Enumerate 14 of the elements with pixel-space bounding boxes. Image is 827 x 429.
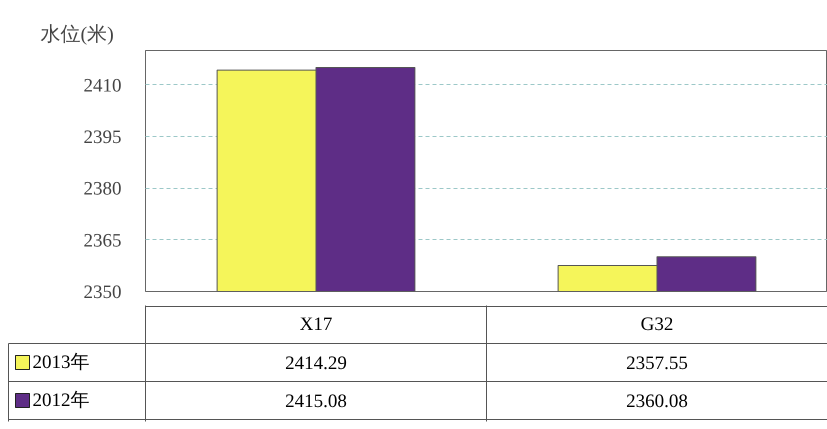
data-label: 2357.55 xyxy=(626,353,688,374)
y-tick-label: 2380 xyxy=(84,178,122,200)
data-label: 2360.08 xyxy=(626,391,688,412)
y-tick-label: 2365 xyxy=(84,230,122,252)
y-tick-label: 2350 xyxy=(84,282,122,303)
y-tick-label: 2410 xyxy=(84,75,122,96)
data-label: 2415.08 xyxy=(285,391,347,412)
data-label: 2414.29 xyxy=(285,353,347,374)
x-tick-label: X17 xyxy=(300,314,332,335)
legend-label: 2012年 xyxy=(32,390,90,411)
legend-label: 2013年 xyxy=(32,352,90,373)
y-tick-label: 2395 xyxy=(84,127,122,148)
y-axis-title: 水位(米) xyxy=(40,24,114,46)
x-tick-label: G32 xyxy=(640,314,674,335)
